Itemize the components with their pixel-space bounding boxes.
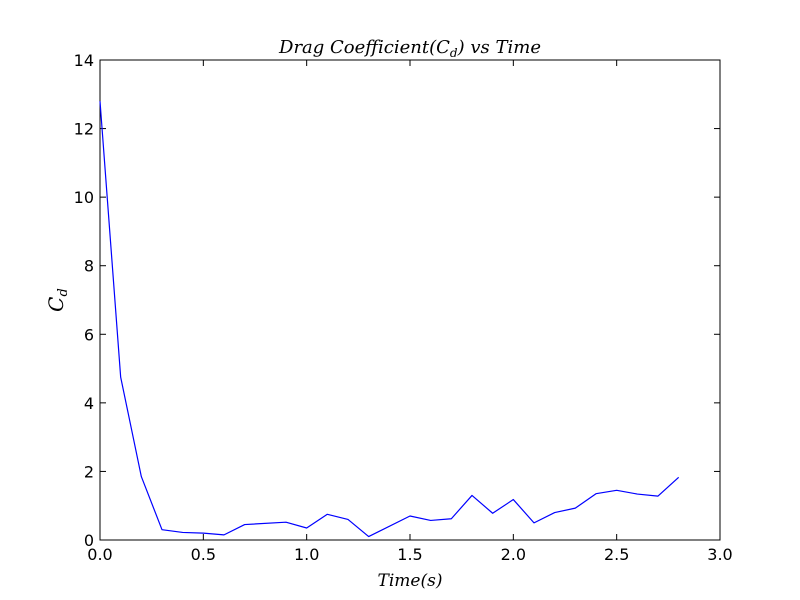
y-tick-label: 4 [84, 394, 94, 413]
svg-text:Cd: Cd [44, 288, 71, 312]
x-tick-label: 0.5 [191, 545, 216, 564]
y-tick-label: 10 [74, 188, 94, 207]
x-tick-label: 2.0 [501, 545, 526, 564]
series-line-0 [99, 101, 680, 538]
chart-title-pre: Drag Coefficient( [278, 37, 437, 58]
chart-title-sym: C [436, 37, 450, 58]
x-tick-label: 2.5 [604, 545, 629, 564]
y-tick-label: 12 [74, 120, 94, 139]
chart-title-sub: d [450, 46, 458, 60]
y-axis-label: Cd [44, 288, 71, 312]
x-tick-label: 0.0 [87, 545, 112, 564]
chart-title: Drag Coefficient(Cd) vs Time [278, 37, 541, 60]
y-tick-label: 14 [74, 51, 94, 70]
y-tick-label: 2 [84, 462, 94, 481]
x-tick-label: 3.0 [707, 545, 732, 564]
axes-frame [99, 59, 721, 541]
y-tick-label: 0 [84, 531, 94, 550]
y-tick-label: 8 [84, 257, 94, 276]
x-tick-label: 1.0 [294, 545, 319, 564]
chart-title-post: ) vs Time [457, 37, 541, 58]
x-tick-label: 1.5 [397, 545, 422, 564]
y-tick-label: 6 [84, 325, 94, 344]
x-axis-label-text: Time(s) [378, 571, 443, 591]
y-axis-label-sub: d [56, 288, 71, 296]
svg-text:Drag Coefficient(Cd) vs Time: Drag Coefficient(Cd) vs Time [278, 37, 541, 60]
x-axis-label: Time(s) [378, 571, 443, 591]
y-axis-label-sym: C [44, 297, 68, 312]
plot-area: 0.0 0.5 1.0 1.5 2.0 2.5 3.0 0 2 4 6 8 10 12 14 [74, 51, 733, 564]
